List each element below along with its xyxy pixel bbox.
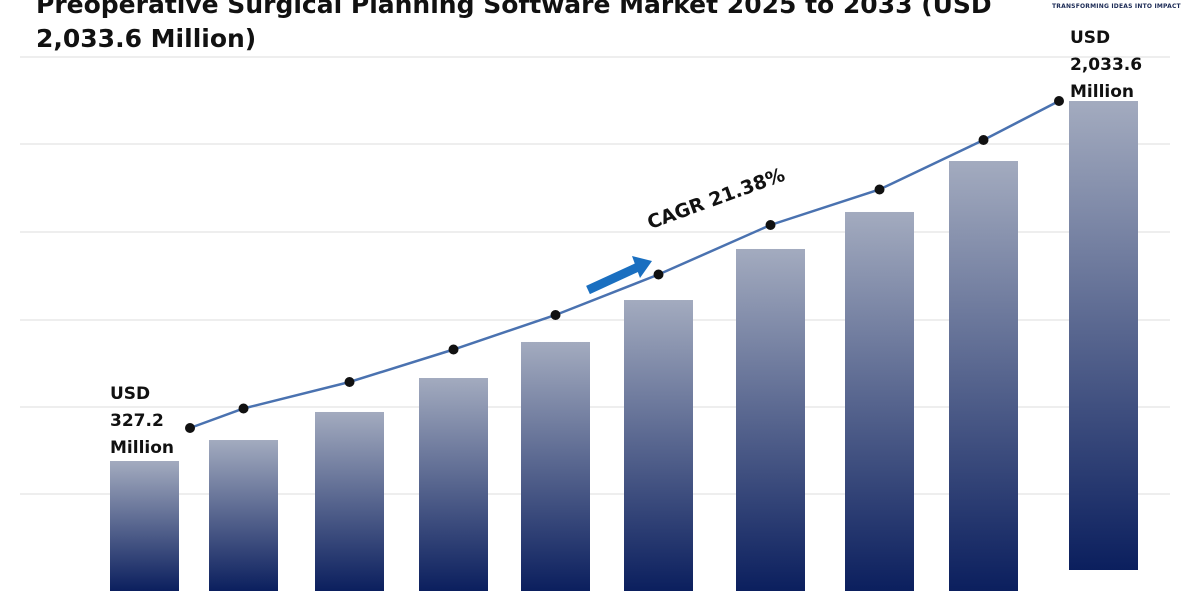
value-label: USD 327.2 Million	[110, 384, 175, 458]
trend-point	[448, 344, 459, 355]
bar	[949, 161, 1018, 591]
trend-point	[765, 219, 776, 230]
bars	[110, 101, 1138, 591]
bar	[209, 440, 278, 591]
bar	[110, 461, 179, 591]
bar	[419, 378, 488, 591]
trend-point	[238, 403, 249, 414]
bar	[624, 300, 693, 591]
arrow-head	[632, 256, 652, 278]
trend-point	[185, 423, 195, 433]
trend-line	[185, 96, 1064, 433]
trend-line-path	[189, 99, 1060, 430]
trend-point	[978, 135, 989, 145]
chart-title: Preoperative Surgical Planning Software …	[36, 0, 992, 53]
bar	[1069, 101, 1138, 570]
value-label: USD 2,033.6 Million	[1070, 28, 1143, 102]
bar	[521, 341, 590, 591]
arrow-shaft	[586, 262, 640, 295]
cagr-arrow	[586, 256, 652, 295]
bar	[845, 211, 914, 591]
bar	[315, 411, 384, 591]
trend-point	[344, 376, 355, 387]
trend-point	[550, 309, 561, 320]
trend-point	[874, 184, 885, 195]
trend-point	[653, 269, 664, 280]
trend-point	[1054, 96, 1064, 106]
logo-tagline: TRANSFORMING IDEAS INTO IMPACT	[1052, 3, 1181, 10]
bar	[736, 248, 805, 591]
